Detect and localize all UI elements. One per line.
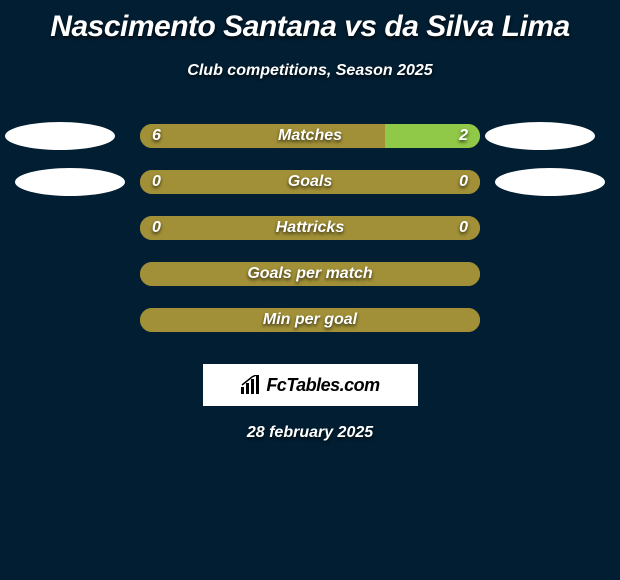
- stat-bar-left: [140, 262, 480, 286]
- stat-row: Matches62: [0, 124, 620, 170]
- page-title: Nascimento Santana vs da Silva Lima: [0, 0, 620, 44]
- date-text: 28 february 2025: [0, 424, 620, 442]
- player-marker-right: [495, 168, 605, 196]
- stat-bar-left: [140, 308, 480, 332]
- stat-bar-track: Min per goal: [140, 308, 480, 332]
- stat-bar-right: [385, 124, 480, 148]
- stat-bar-track: Hattricks00: [140, 216, 480, 240]
- comparison-rows: Matches62 Goals00 Hattricks00 Goals per mat…: [0, 124, 620, 354]
- subtitle: Club competitions, Season 2025: [0, 62, 620, 80]
- player-marker-left: [5, 122, 115, 150]
- stat-bar-track: Matches62: [140, 124, 480, 148]
- stat-bar-track: Goals00: [140, 170, 480, 194]
- brand-chart-icon: [240, 375, 262, 395]
- stat-row: Goals00: [0, 170, 620, 216]
- stat-row: Min per goal: [0, 308, 620, 354]
- stat-row: Hattricks00: [0, 216, 620, 262]
- brand-box: FcTables.com: [203, 364, 418, 406]
- brand-text: FcTables.com: [266, 375, 379, 396]
- stat-row: Goals per match: [0, 262, 620, 308]
- stat-bar-track: Goals per match: [140, 262, 480, 286]
- stat-bar-left: [140, 124, 385, 148]
- stat-bar-left: [140, 170, 480, 194]
- player-marker-left: [15, 168, 125, 196]
- player-marker-right: [485, 122, 595, 150]
- stat-bar-left: [140, 216, 480, 240]
